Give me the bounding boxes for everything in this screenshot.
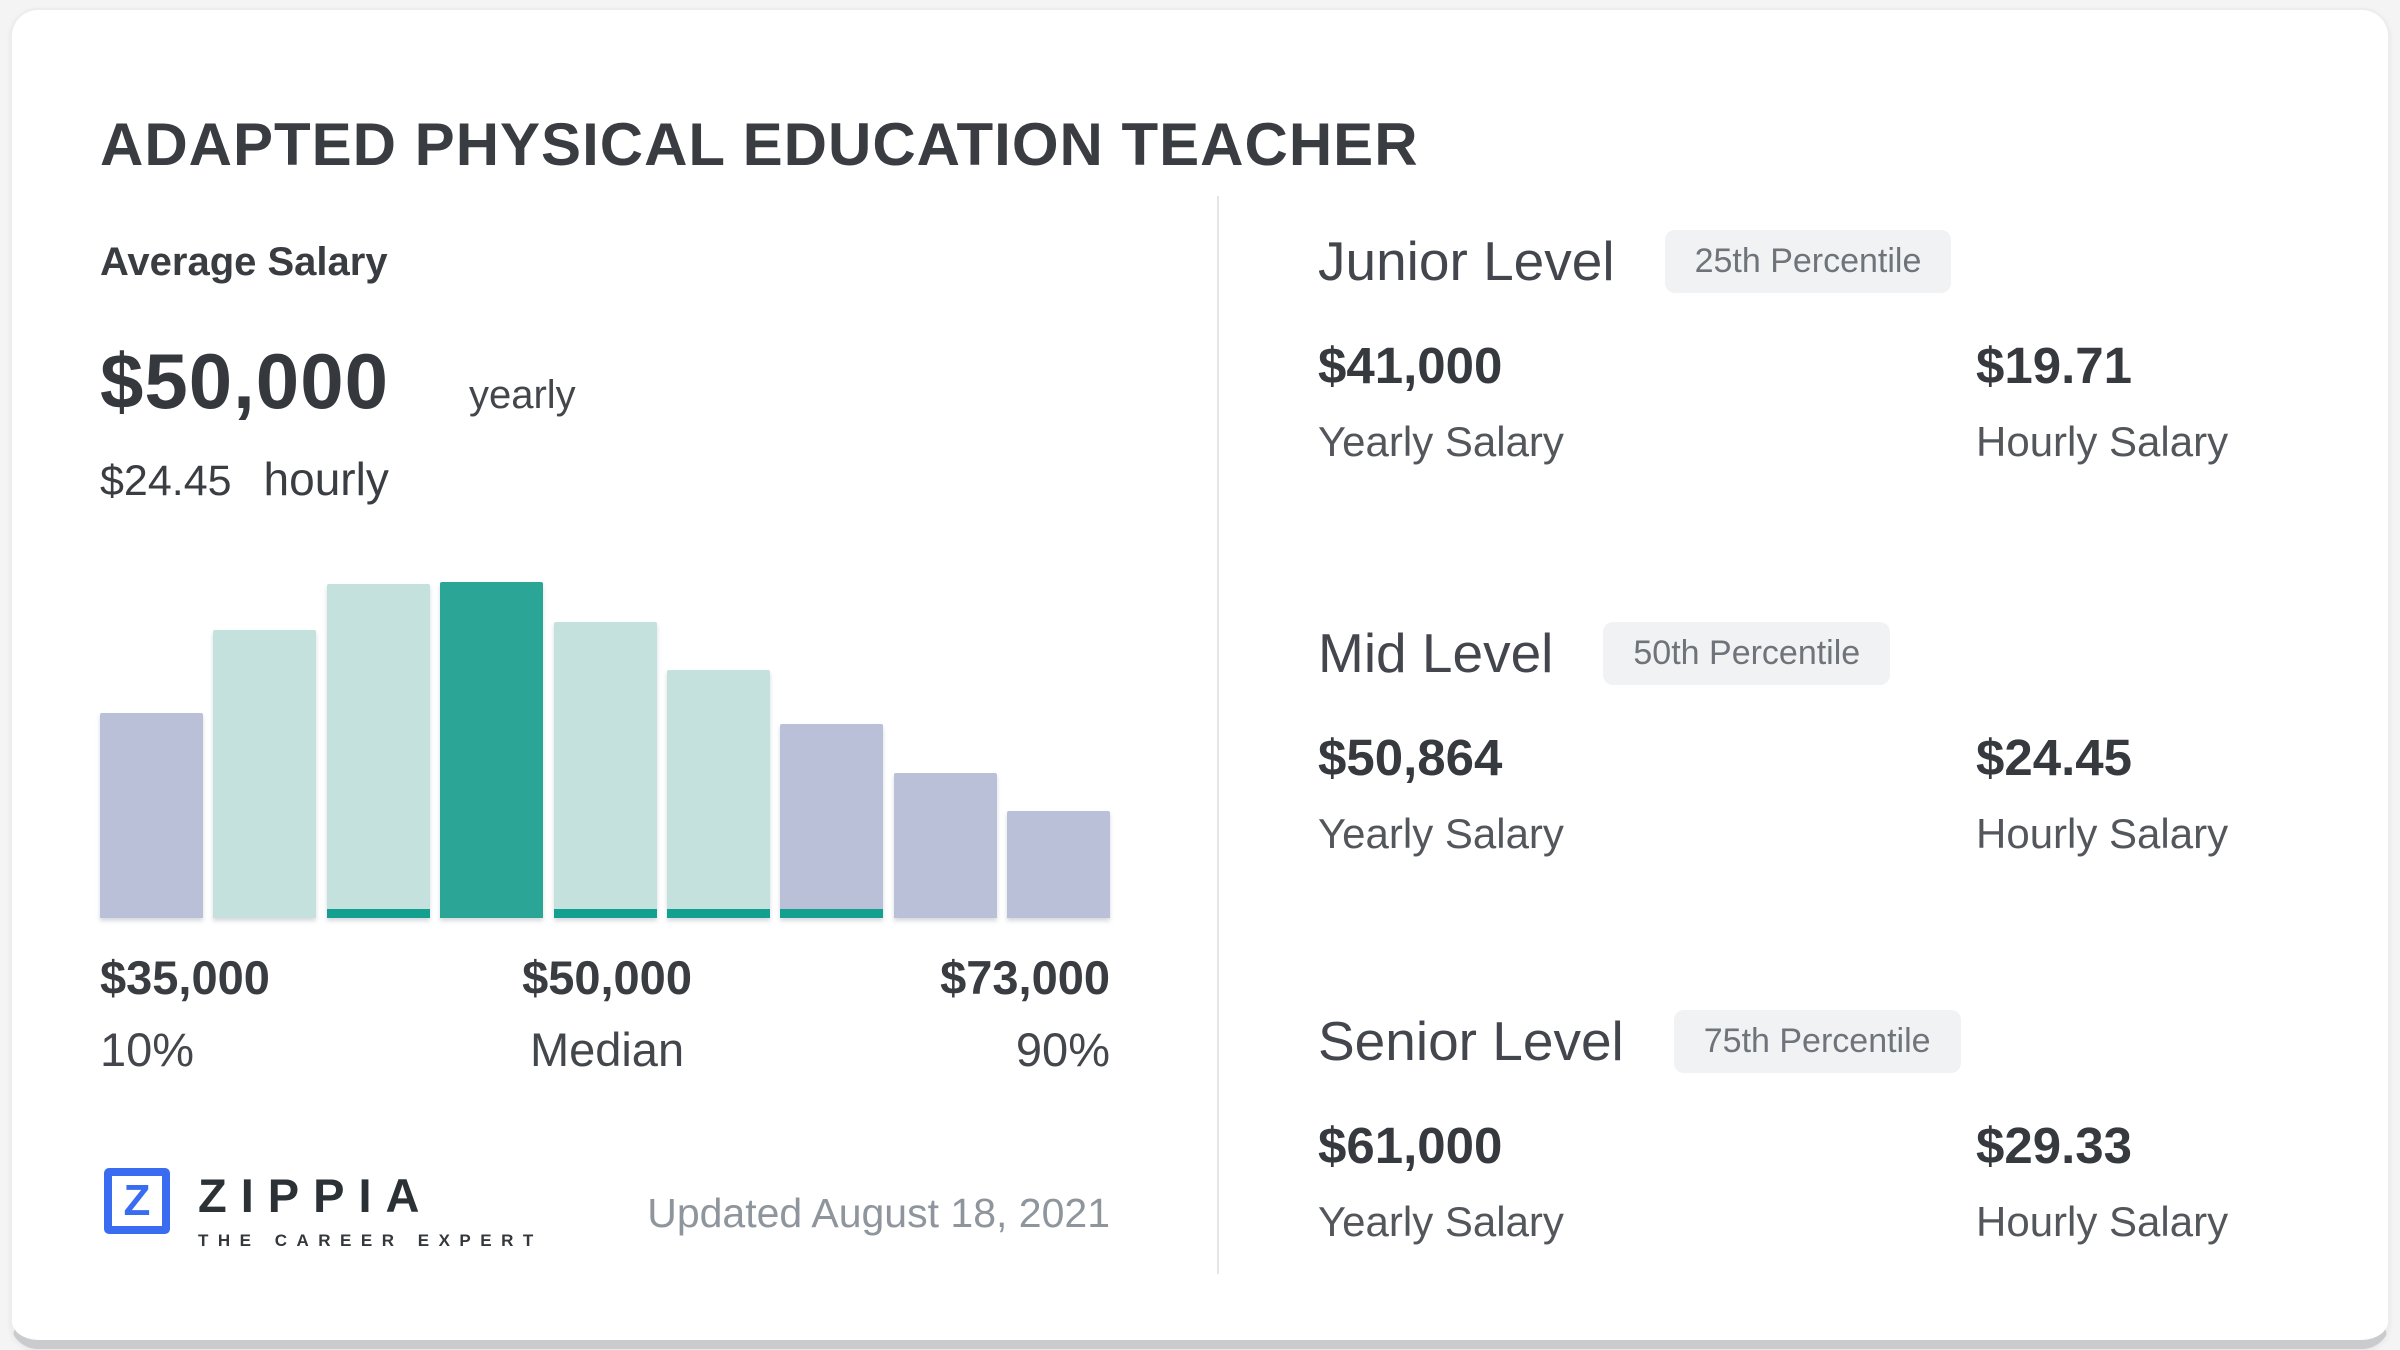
percentile-badge: 75th Percentile (1673, 1010, 1961, 1073)
axis-value: $73,000 (940, 951, 1110, 1004)
hourly-salary-value: $29.33 (1976, 1117, 2132, 1174)
zippia-z-glyph: Z (123, 1176, 151, 1225)
hourly-salary-label: Hourly Salary (1976, 1198, 2229, 1245)
yearly-salary-row: $50,000 yearly (100, 336, 576, 427)
hourly-salary-value: $24.45 (1976, 729, 2132, 786)
hourly-column: $19.71 Hourly Salary (1976, 340, 2228, 466)
hourly-salary-value: $19.71 (1976, 337, 2132, 394)
iqr-underline (327, 909, 430, 918)
percentile-badge: 50th Percentile (1603, 622, 1891, 685)
axis-label-90th-percentile: $73,000 90% (940, 950, 1110, 1077)
yearly-salary-value: $50,864 (1318, 729, 1503, 786)
level-name: Mid Level (1318, 621, 1554, 684)
average-yearly-salary-value: $50,000 (100, 337, 389, 425)
iqr-underline (667, 909, 770, 918)
percentile-badge: 25th Percentile (1664, 230, 1952, 293)
panel-divider (1217, 196, 1219, 1274)
page-title: ADAPTED PHYSICAL EDUCATION TEACHER (100, 111, 1419, 178)
histogram-bar (100, 713, 203, 918)
senior-level-header: Senior Level 75th Percentile (1318, 1010, 1961, 1073)
updated-date: Updated August 18, 2021 (647, 1190, 1110, 1236)
hourly-column: $29.33 Hourly Salary (1976, 1120, 2228, 1246)
histogram-bar (554, 622, 657, 918)
zippia-logo-text: ZIPPIA THE CAREER EXPERT (198, 1168, 543, 1251)
zippia-logo: Z ZIPPIA THE CAREER EXPERT (104, 1168, 543, 1251)
histogram-axis-labels: $35,000 10% $50,000 Median $73,000 90% (100, 950, 1110, 1076)
iqr-underline (780, 909, 883, 918)
axis-value: $50,000 (522, 951, 692, 1004)
brand-tagline: THE CAREER EXPERT (198, 1231, 543, 1250)
mid-level-section: Mid Level 50th Percentile $50,864 Yearly… (1318, 622, 2358, 962)
yearly-unit-label: yearly (468, 373, 576, 417)
junior-level-section: Junior Level 25th Percentile $41,000 Yea… (1318, 230, 2358, 570)
axis-label-median: $50,000 Median (522, 950, 692, 1077)
yearly-salary-value: $41,000 (1318, 337, 1503, 394)
hourly-unit-label: hourly (263, 453, 389, 505)
hourly-salary-label: Hourly Salary (1976, 810, 2229, 857)
brand-name: ZIPPIA (198, 1169, 434, 1222)
yearly-salary-value: $61,000 (1318, 1117, 1503, 1174)
yearly-salary-label: Yearly Salary (1318, 1198, 1564, 1245)
yearly-column: $41,000 Yearly Salary (1318, 340, 1564, 466)
histogram-bar (894, 773, 997, 918)
axis-sublabel: 90% (1015, 1023, 1110, 1076)
level-name: Junior Level (1318, 229, 1615, 292)
iqr-underline (554, 909, 657, 918)
histogram-bar (780, 724, 883, 918)
mid-level-header: Mid Level 50th Percentile (1318, 621, 1891, 685)
histogram-bar (440, 582, 543, 918)
salary-histogram (100, 581, 1110, 918)
hourly-salary-label: Hourly Salary (1976, 418, 2229, 465)
axis-sublabel: Median (529, 1023, 685, 1076)
hourly-column: $24.45 Hourly Salary (1976, 732, 2228, 858)
axis-label-10th-percentile: $35,000 10% (100, 950, 270, 1077)
hourly-salary-row: $24.45 hourly (100, 452, 389, 506)
level-name: Senior Level (1318, 1009, 1624, 1072)
junior-level-header: Junior Level 25th Percentile (1318, 229, 1952, 293)
histogram-bar (1007, 811, 1110, 918)
axis-sublabel: 10% (100, 1023, 195, 1076)
histogram-bar (327, 584, 430, 918)
yearly-salary-label: Yearly Salary (1318, 418, 1564, 465)
average-salary-label: Average Salary (100, 240, 388, 284)
histogram-bar (667, 670, 770, 918)
yearly-column: $61,000 Yearly Salary (1318, 1120, 1564, 1246)
zippia-logo-icon: Z (104, 1168, 170, 1234)
yearly-salary-label: Yearly Salary (1318, 810, 1564, 857)
yearly-column: $50,864 Yearly Salary (1318, 732, 1564, 858)
senior-level-section: Senior Level 75th Percentile $61,000 Yea… (1318, 1010, 2358, 1350)
axis-value: $35,000 (100, 951, 270, 1004)
histogram-bar (213, 630, 316, 918)
average-hourly-salary-value: $24.45 (100, 457, 232, 505)
